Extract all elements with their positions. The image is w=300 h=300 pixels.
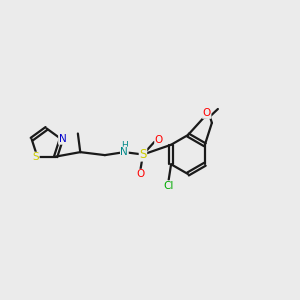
Text: N: N	[59, 134, 66, 144]
Text: S: S	[32, 152, 39, 162]
Text: O: O	[155, 135, 163, 146]
Text: H: H	[121, 141, 128, 150]
Text: O: O	[136, 169, 145, 179]
Text: Cl: Cl	[164, 181, 174, 191]
Text: N: N	[121, 147, 128, 157]
Text: S: S	[139, 148, 147, 161]
Text: O: O	[202, 108, 211, 118]
